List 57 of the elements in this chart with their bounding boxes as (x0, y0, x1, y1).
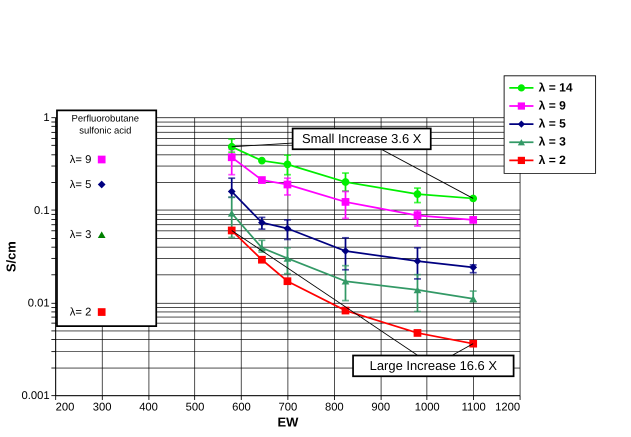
legend-label: λ = 2 (538, 152, 566, 167)
legend-label: λ = 3 (538, 134, 566, 149)
point (98, 180, 106, 188)
point (98, 231, 106, 238)
y-tick-label: 0.001 (22, 390, 50, 402)
point (469, 194, 478, 202)
point (98, 308, 106, 316)
point (342, 198, 350, 206)
x-tick-label: 900 (371, 401, 390, 414)
x-tick-label: 300 (92, 401, 112, 414)
series-label: λ= 2 (70, 306, 92, 318)
point (284, 277, 292, 286)
point (342, 306, 350, 314)
legend-label: λ = 9 (538, 98, 566, 112)
point (414, 190, 422, 198)
point (342, 178, 350, 186)
point (414, 212, 422, 220)
series-label: λ= 9 (70, 154, 92, 166)
x-tick-label: 600 (232, 401, 251, 414)
point (284, 224, 292, 232)
point (414, 329, 422, 337)
x-tick-label: 1200 (495, 401, 520, 414)
x-tick-label: 700 (278, 401, 298, 414)
y-axis-title: S/cm (4, 241, 19, 272)
point (228, 188, 236, 196)
point (228, 226, 236, 234)
point (258, 256, 266, 264)
point (258, 176, 266, 184)
legend-label: λ = 14 (538, 80, 573, 94)
x-axis-title: EW (277, 414, 300, 430)
legend-label: λ = 5 (538, 116, 566, 131)
series-label: λ= 3 (70, 229, 92, 242)
point (228, 142, 236, 151)
point (469, 216, 478, 224)
point (258, 156, 266, 165)
x-tick-label: 1000 (414, 401, 440, 414)
point (228, 153, 236, 162)
point (98, 156, 106, 164)
point (284, 255, 292, 262)
x-tick-label: 400 (139, 401, 158, 414)
point (414, 257, 422, 265)
point (284, 160, 292, 168)
x-tick-label: 500 (186, 401, 204, 414)
annotation: Small Increase 3.6 X (302, 131, 422, 146)
point (342, 247, 350, 255)
point (284, 180, 292, 188)
y-tick-label: 0.1 (34, 204, 50, 217)
x-tick-label: 200 (56, 401, 74, 414)
series-label: λ= 5 (70, 178, 92, 191)
x-tick-label: 800 (324, 401, 344, 414)
annotation: Perfluorobutane sulfonic acid (72, 114, 140, 137)
x-tick-label: 1100 (462, 401, 486, 414)
y-tick-label: 0.01 (28, 297, 50, 310)
annotation: Large Increase 16.6 X (370, 358, 498, 374)
y-tick-label: 1 (43, 112, 50, 124)
point (414, 286, 422, 294)
point (258, 218, 266, 226)
